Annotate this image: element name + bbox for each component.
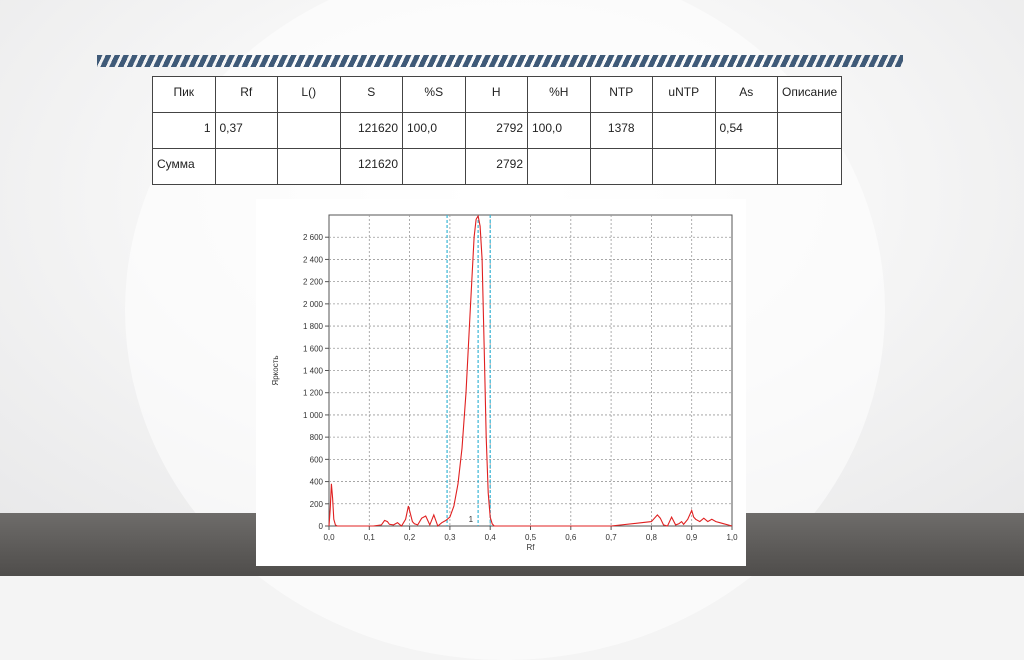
table-cell [402, 148, 466, 185]
y-axis-label: Яркость [271, 355, 280, 385]
table-header-row: Пик Rf L() S %S H %H NTP uNTP As Описани… [152, 76, 843, 113]
peak-number-label: 1 [469, 515, 474, 524]
table-cell [277, 148, 341, 185]
y-tick-label: 1 000 [303, 411, 324, 420]
table-cell [652, 148, 716, 185]
table-cell: Сумма [152, 148, 216, 185]
table-cell: 100,0 [402, 112, 466, 149]
table-row-sum: Сумма 121620 2792 [152, 148, 843, 185]
x-tick-label: 0,5 [525, 533, 537, 542]
x-tick-label: 0,2 [404, 533, 416, 542]
table-cell [776, 112, 843, 149]
y-tick-label: 2 400 [303, 255, 324, 264]
table-cell [527, 148, 591, 185]
table-cell: 1378 [589, 112, 653, 149]
header-cell: Описание [776, 76, 843, 113]
y-tick-label: 1 600 [303, 344, 324, 353]
header-cell: Rf [214, 76, 278, 113]
y-tick-label: 400 [310, 478, 324, 487]
table-cell [652, 112, 716, 149]
table-cell: 2792 [464, 112, 528, 149]
table-cell: 100,0 [527, 112, 591, 149]
x-tick-label: 0,8 [646, 533, 658, 542]
table-cell: 121620 [339, 112, 403, 149]
table-cell [776, 148, 843, 185]
x-tick-label: 0,0 [323, 533, 335, 542]
header-cell: %S [402, 76, 466, 113]
table-cell: 0,37 [214, 112, 278, 149]
table-cell [277, 112, 341, 149]
x-tick-label: 0,9 [686, 533, 698, 542]
x-tick-label: 0,4 [485, 533, 497, 542]
table-cell: 2792 [464, 148, 528, 185]
table-cell [214, 148, 278, 185]
table-cell: 0,54 [714, 112, 778, 149]
header-cell: Пик [152, 76, 216, 113]
x-tick-label: 0,3 [444, 533, 456, 542]
y-tick-label: 2 600 [303, 233, 324, 242]
chart-panel: 0 200 400 600 800 1 000 1 200 1 400 1 600 1 800 2 … [256, 199, 746, 566]
y-tick-label: 2 200 [303, 278, 324, 287]
table-cell: 121620 [339, 148, 403, 185]
densitogram-chart: 0 200 400 600 800 1 000 1 200 1 400 1 600 1 800 2 … [271, 214, 738, 552]
x-tick-label: 0,7 [606, 533, 618, 542]
plot-area [328, 214, 733, 527]
header-cell: S [339, 76, 403, 113]
x-tick-label: 1,0 [726, 533, 738, 542]
header-cell: L() [277, 76, 341, 113]
y-tick-label: 600 [310, 455, 324, 464]
table-cell [714, 148, 778, 185]
peak-table: Пик Rf L() S %S H %H NTP uNTP As Описани… [152, 76, 843, 185]
y-tick-label: 800 [310, 433, 324, 442]
x-tick-label: 0,6 [565, 533, 577, 542]
y-tick-label: 1 200 [303, 389, 324, 398]
header-cell: H [464, 76, 528, 113]
y-tick-label: 2 000 [303, 300, 324, 309]
header-cell: NTP [589, 76, 653, 113]
header-cell: uNTP [652, 76, 716, 113]
header-cell: %H [527, 76, 591, 113]
y-tick-label: 200 [310, 500, 324, 509]
decorative-stripe-bar [97, 55, 903, 67]
densitogram-line [328, 214, 733, 527]
table-cell [589, 148, 653, 185]
header-cell: As [714, 76, 778, 113]
y-tick-label: 1 800 [303, 322, 324, 331]
y-tick-label: 0 [319, 522, 324, 531]
table-row: 1 0,37 121620 100,0 2792 100,0 1378 0,54 [152, 112, 843, 149]
x-axis-label: Rf [527, 543, 536, 552]
table-cell: 1 [152, 112, 216, 149]
y-tick-label: 1 400 [303, 367, 324, 376]
x-tick-label: 0,1 [364, 533, 376, 542]
